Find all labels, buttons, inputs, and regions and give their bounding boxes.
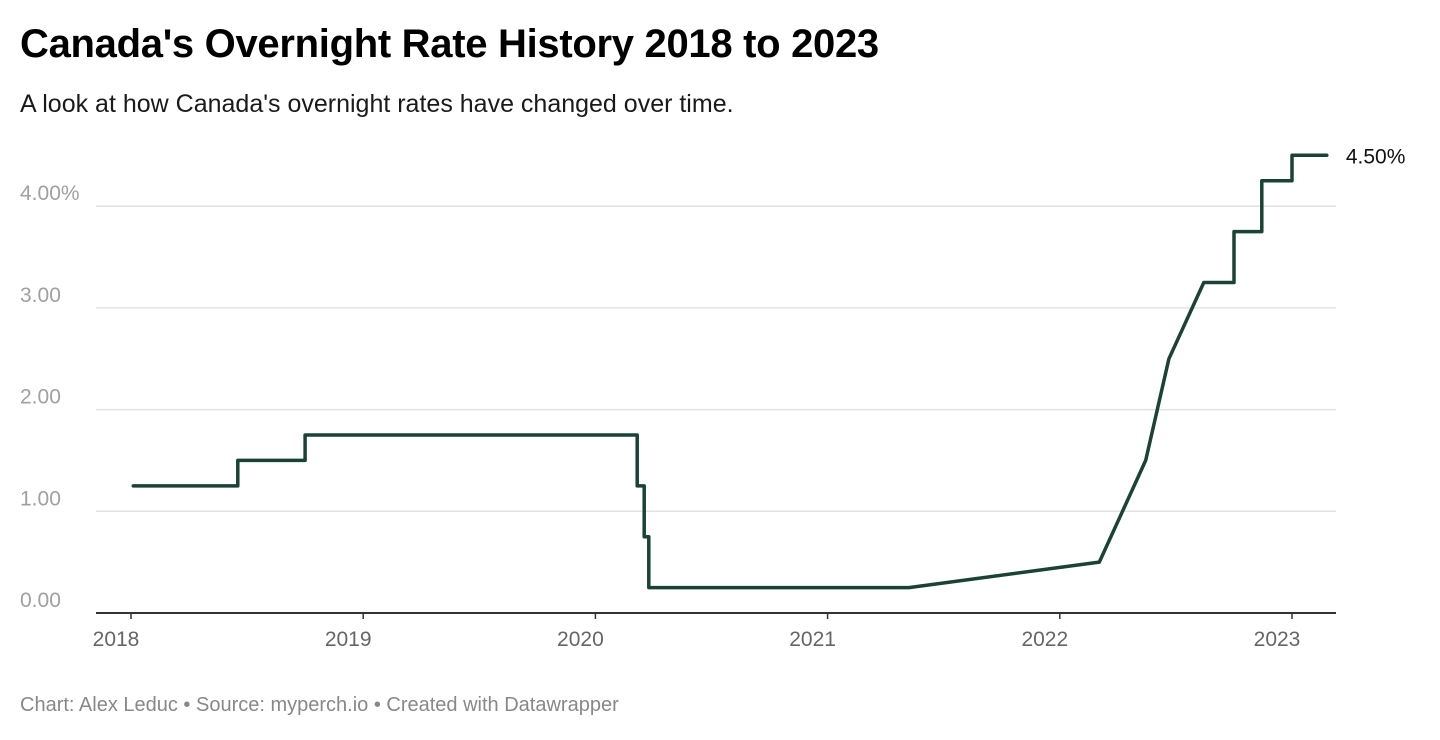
x-tick-label: 2019 xyxy=(325,628,372,651)
y-tick-label: 4.00% xyxy=(20,182,80,205)
line-chart: 0.00 1.00 2.00 3.00 4.00% 2018 2019 2020 2021 202… xyxy=(20,145,1406,651)
chart-subtitle: A look at how Canada's overnight rates h… xyxy=(20,90,734,118)
x-tick-label: 2020 xyxy=(557,628,604,651)
y-tick-label: 2.00 xyxy=(20,386,61,409)
x-tick-label: 2022 xyxy=(1021,628,1068,651)
y-tick-label: 3.00 xyxy=(20,284,61,307)
chart-title: Canada's Overnight Rate History 2018 to … xyxy=(20,22,879,66)
chart-area: 0.00 1.00 2.00 3.00 4.00% 2018 2019 2020 2021 202… xyxy=(0,140,1440,670)
x-tick-label: 2023 xyxy=(1254,628,1301,651)
series-line-0 xyxy=(131,153,1329,590)
y-tick-label: 0.00 xyxy=(20,589,61,612)
x-tick-label: 2021 xyxy=(789,628,836,651)
x-tick-label: 2018 xyxy=(93,628,140,651)
series-end-label: 4.50% xyxy=(1346,145,1406,168)
chart-footer: Chart: Alex Leduc • Source: myperch.io •… xyxy=(20,694,619,716)
y-tick-label: 1.00 xyxy=(20,487,61,510)
